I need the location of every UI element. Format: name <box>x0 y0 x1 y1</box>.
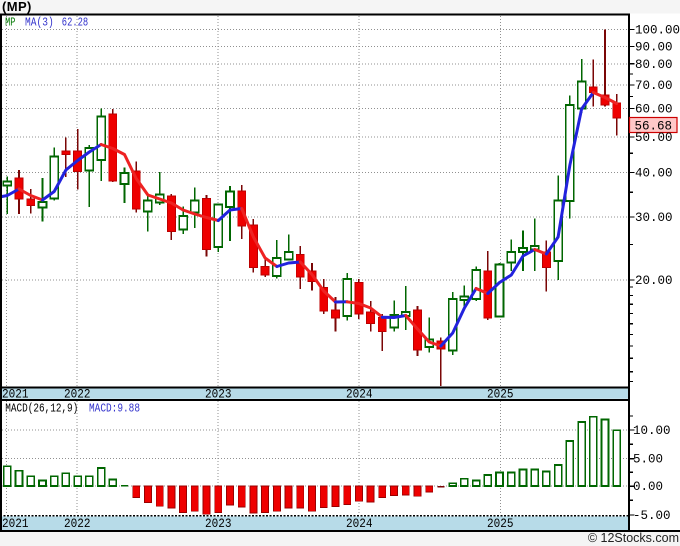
svg-text:2025: 2025 <box>487 387 514 401</box>
svg-text:MA(3): MA(3) <box>25 16 54 30</box>
svg-text:2021: 2021 <box>2 387 29 401</box>
svg-text:-5.00: -5.00 <box>633 509 671 523</box>
svg-text:80.00: 80.00 <box>635 58 673 72</box>
svg-text:2025: 2025 <box>487 517 514 531</box>
svg-text:© 12Stocks.com: © 12Stocks.com <box>588 531 679 545</box>
svg-text:(MP): (MP) <box>2 0 32 14</box>
svg-text:10.00: 10.00 <box>633 424 671 438</box>
svg-text:2022: 2022 <box>64 517 91 531</box>
svg-text:56.68: 56.68 <box>635 119 673 133</box>
svg-text:40.00: 40.00 <box>635 166 673 180</box>
svg-text:2023: 2023 <box>205 517 232 531</box>
svg-text:90.00: 90.00 <box>635 41 673 55</box>
svg-text:2024: 2024 <box>346 517 373 531</box>
svg-text:70.00: 70.00 <box>635 79 673 93</box>
svg-text:2021: 2021 <box>2 517 29 531</box>
svg-text:2023: 2023 <box>205 387 232 401</box>
svg-text:62.28: 62.28 <box>62 16 88 30</box>
svg-text:50.00: 50.00 <box>635 131 673 145</box>
svg-text:5.00: 5.00 <box>633 453 663 467</box>
svg-text:MACD(26,12,9): MACD(26,12,9) <box>5 402 78 416</box>
svg-text:MP: MP <box>5 16 15 30</box>
svg-text:20.00: 20.00 <box>635 274 673 288</box>
svg-text:2024: 2024 <box>346 387 373 401</box>
svg-text:60.00: 60.00 <box>635 103 673 117</box>
svg-text:0.00: 0.00 <box>633 480 663 494</box>
svg-text:MACD:9.88: MACD:9.88 <box>89 402 140 416</box>
svg-text:30.00: 30.00 <box>635 211 673 225</box>
svg-text:2022: 2022 <box>64 387 91 401</box>
svg-text:100.00: 100.00 <box>635 24 680 38</box>
